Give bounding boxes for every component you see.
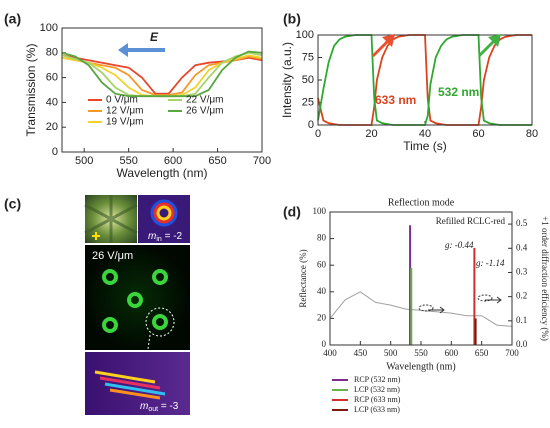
y2-tick-label: 0.3 [516, 267, 528, 277]
y-axis-label: Transmission (%) [24, 44, 38, 137]
series-line [317, 34, 532, 126]
panel-label: (d) [283, 204, 301, 220]
y2-tick-label: 0.4 [516, 242, 528, 252]
x-tick-label: 700 [253, 155, 271, 167]
series-label: 633 nm [375, 93, 416, 107]
m: m [148, 231, 156, 242]
legend-label: LCP (532 nm) [354, 385, 400, 394]
chart-title: Reflection mode [388, 197, 455, 208]
y-tick-label: 80 [317, 233, 327, 243]
x-tick-label: 500 [75, 155, 93, 167]
series-line [61, 55, 263, 96]
series-line [317, 34, 532, 126]
y-tick-label: 20 [46, 121, 58, 133]
legend-label: 12 V/μm [106, 106, 143, 117]
legend-label: 19 V/μm [106, 117, 143, 128]
x-tick-label: 600 [164, 155, 182, 167]
arrow [118, 43, 165, 57]
x-axis-label: Time (s) [403, 139, 447, 153]
rest: = -2 [162, 231, 183, 242]
y-tick-label: 20 [317, 312, 327, 322]
m-out-label: mout = -3 [140, 401, 179, 413]
panel-label: (b) [283, 11, 301, 27]
panel: 0 20 40 60 80 0 25 50 75 100 Time (s) Intensity (a.… [280, 29, 538, 153]
x-tick-label: 0 [315, 128, 321, 140]
annotation: E [150, 30, 159, 44]
image [85, 245, 190, 350]
chart-subtitle: Refilled RCLC-red [436, 216, 506, 226]
y2-tick-label: 0.5 [516, 218, 528, 228]
rotation-icon [418, 304, 434, 312]
m: m [140, 401, 148, 412]
arrow [478, 34, 501, 57]
panel-c-images: min = -2 26 V/μm mout = -3 [84, 195, 190, 415]
y-tick-label: 0 [322, 339, 327, 349]
plot-frame [329, 211, 513, 346]
x-tick-label: 550 [414, 348, 428, 358]
x-tick-label: 650 [208, 155, 226, 167]
x-tick-label: 60 [472, 128, 484, 140]
y-axis-label: Reflectance (%) [298, 249, 308, 307]
legend-label: 22 V/μm [186, 95, 223, 106]
y-tick-label: 25 [302, 96, 314, 108]
y-tick-label: 40 [317, 286, 327, 296]
annotation: g: -0.44 [445, 240, 474, 250]
x-tick-label: 450 [354, 348, 368, 358]
arrow [372, 34, 395, 57]
sub: in [156, 236, 162, 243]
series-label: 532 nm [438, 85, 479, 99]
x-tick-label: 400 [323, 348, 337, 358]
series-line [61, 50, 263, 98]
x-tick-label: 700 [505, 348, 519, 358]
y-tick-label: 80 [46, 47, 58, 59]
y-tick-label: 50 [302, 74, 314, 86]
arrow [428, 296, 502, 314]
y2-axis-label: +1 order diffraction efficiency (%) [540, 216, 550, 341]
x-axis-label: Wavelength (nm) [386, 361, 455, 372]
x-tick-label: 650 [475, 348, 489, 358]
plot-frame [61, 27, 263, 153]
y2-tick-label: 0.2 [516, 291, 527, 301]
y-tick-label: 60 [46, 72, 58, 84]
panel-label: (c) [4, 196, 21, 212]
y-axis-label: Intensity (a.u.) [280, 42, 294, 118]
y-tick-label: 100 [313, 206, 327, 216]
x-tick-label: 550 [119, 155, 137, 167]
x-tick-label: 40 [419, 128, 431, 140]
x-tick-label: 500 [384, 348, 398, 358]
panel: 400 450 500 550 600 650 700 0 20 40 60 80 100 0.0 0.1 0… [298, 206, 550, 372]
legend-label: 26 V/μm [186, 106, 223, 117]
y-tick-label: 0 [308, 119, 314, 131]
legend-label: RCP (532 nm) [354, 375, 401, 384]
y-tick-label: 100 [296, 29, 314, 41]
sub: out [148, 406, 158, 413]
panel-label: (a) [4, 11, 21, 27]
y2-tick-label: 0.0 [516, 339, 528, 349]
series-line [329, 291, 513, 327]
m-in-label: min = -2 [148, 231, 183, 243]
y-tick-label: 100 [40, 22, 58, 34]
legend-label: LCP (633 nm) [354, 405, 400, 414]
y-tick-label: 0 [52, 146, 58, 158]
x-tick-label: 80 [526, 128, 538, 140]
legend-label: RCP (633 nm) [354, 395, 401, 404]
x-tick-label: 600 [445, 348, 459, 358]
rest: = -3 [158, 401, 179, 412]
y2-tick-label: 0.1 [516, 315, 527, 325]
rotation-icon [477, 294, 493, 302]
x-tick-label: 20 [365, 128, 377, 140]
x-axis-label: Wavelength (nm) [117, 166, 208, 180]
y-tick-label: 40 [46, 96, 58, 108]
panel: 500 550 600 650 700 0 20 40 60 80 100 Wavelength (n… [24, 22, 271, 180]
y-tick-label: 60 [317, 259, 327, 269]
legend-label: 0 V/μm [106, 95, 138, 106]
plot-frame [317, 34, 533, 126]
annotation: g: -1.14 [476, 258, 505, 268]
field-label: 26 V/μm [92, 250, 133, 262]
y-tick-label: 75 [302, 51, 314, 63]
